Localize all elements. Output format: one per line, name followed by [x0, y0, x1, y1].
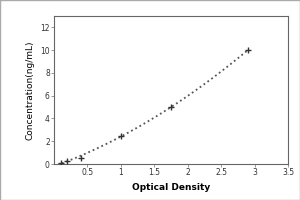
Y-axis label: Concentration(ng/mL): Concentration(ng/mL): [26, 40, 35, 140]
X-axis label: Optical Density: Optical Density: [132, 183, 210, 192]
